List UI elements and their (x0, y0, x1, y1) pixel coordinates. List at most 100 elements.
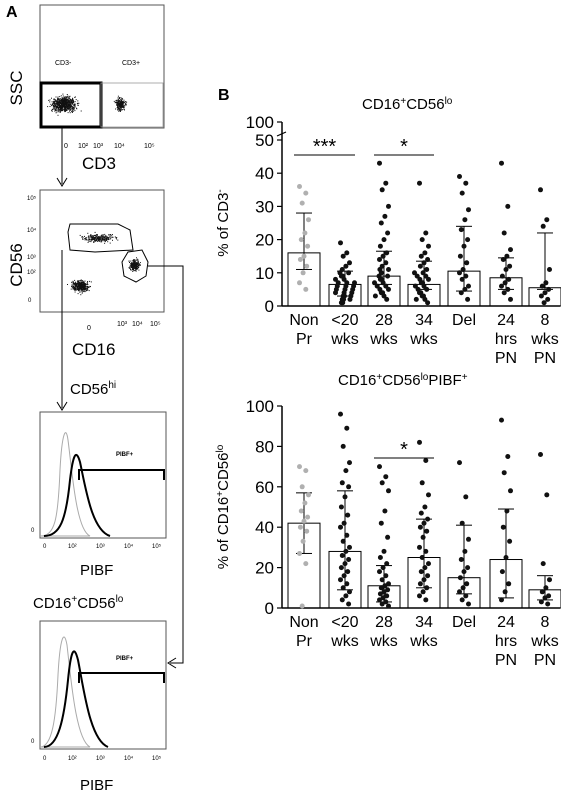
data-point (305, 243, 311, 249)
cytometry-event (74, 291, 76, 293)
x-category-label: Del (452, 614, 476, 631)
data-point (343, 263, 349, 269)
cytometry-event (71, 107, 73, 109)
cytometry-event (67, 106, 69, 108)
cytometry-event (91, 236, 93, 238)
cytometry-event (60, 98, 62, 100)
cytometry-event (137, 267, 139, 269)
cytometry-event (68, 109, 70, 111)
cytometry-event (62, 104, 64, 106)
data-point (426, 561, 431, 567)
cytometry-event (98, 237, 100, 239)
axis-break-mark (276, 131, 287, 137)
cytometry-event (102, 239, 104, 241)
cytometry-event (138, 265, 140, 267)
cytometry-event (117, 102, 118, 104)
cytometry-event (94, 240, 96, 242)
x-category-label: PN (534, 350, 556, 367)
cytometry-event (82, 280, 83, 282)
cytometry-event (85, 237, 87, 239)
cytometry-event (53, 108, 55, 110)
cytometry-event (75, 99, 77, 101)
cd16-xtick-0: 0 (87, 325, 91, 332)
cytometry-event (119, 104, 121, 106)
cytometry-event (70, 108, 71, 110)
data-point (303, 561, 309, 567)
data-point (384, 250, 390, 256)
cd56hi-tick-4: 10⁵ (152, 543, 162, 550)
cytometry-event (97, 235, 98, 237)
cytometry-event (115, 237, 117, 239)
cytometry-event (81, 292, 83, 294)
cytometry-event (62, 110, 64, 112)
cytometry-event (80, 283, 82, 285)
cytometry-event (101, 234, 103, 236)
cytometry-event (135, 270, 137, 272)
cytometry-event (76, 108, 78, 110)
cytometry-event (77, 282, 79, 284)
cytometry-event (82, 288, 84, 290)
data-point (425, 257, 431, 262)
cytometry-event (98, 238, 99, 240)
cytometry-event (119, 109, 121, 110)
cytometry-event (76, 103, 78, 105)
x-category-label: 34 (415, 614, 433, 631)
data-point (545, 296, 551, 302)
cytometry-event (117, 102, 118, 103)
data-point (538, 452, 543, 457)
cytometry-event (78, 285, 80, 287)
y-tick-label: 20 (255, 231, 274, 250)
cytometry-event (88, 290, 90, 292)
data-point (507, 538, 513, 544)
cytometry-event (117, 109, 119, 111)
data-point (383, 180, 389, 186)
data-point (343, 593, 349, 599)
cytometry-event (66, 109, 68, 111)
data-point (426, 276, 431, 282)
cytometry-event (76, 286, 78, 288)
cytometry-event (104, 239, 106, 241)
data-point (539, 589, 545, 595)
cytometry-event (61, 99, 63, 101)
cytometry-event (97, 236, 99, 238)
cytometry-event (51, 101, 53, 103)
data-point (466, 283, 471, 289)
cytometry-event (60, 105, 62, 107)
cytometry-event (80, 282, 82, 284)
data-point (303, 468, 309, 474)
cytometry-event (78, 283, 80, 285)
cytometry-event (57, 99, 59, 101)
data-point (412, 283, 418, 289)
cytometry-event (70, 101, 72, 103)
cytometry-event (132, 266, 134, 268)
cd56-plot-frame (39, 189, 165, 313)
cd56hi-y-zero: 0 (31, 528, 35, 534)
cytometry-event (102, 234, 104, 236)
cytometry-event (120, 99, 122, 101)
cytometry-event (91, 239, 93, 241)
cytometry-event (58, 102, 60, 104)
cytometry-event (59, 104, 61, 106)
chart-ylabel-part: + (215, 491, 226, 497)
cytometry-event (85, 284, 87, 286)
data-point (504, 508, 510, 514)
cytometry-event (111, 234, 113, 235)
cytometry-event (69, 100, 71, 102)
y-tick-label: 30 (255, 197, 274, 216)
cytometry-event (65, 101, 67, 103)
data-point (460, 267, 466, 272)
cytometry-event (91, 235, 93, 237)
cytometry-event (117, 104, 118, 106)
cytometry-event (119, 107, 121, 109)
cd56hi-tick-3: 10⁴ (124, 543, 134, 550)
cytometry-event (95, 234, 97, 236)
cytometry-event (58, 105, 60, 107)
cytometry-event (117, 106, 119, 107)
data-point (463, 494, 469, 500)
data-point (299, 603, 305, 609)
cytometry-event (67, 95, 69, 97)
cytometry-event (100, 235, 102, 237)
cytometry-event (137, 263, 139, 265)
cytometry-event (116, 100, 118, 102)
cytometry-event (74, 97, 76, 98)
